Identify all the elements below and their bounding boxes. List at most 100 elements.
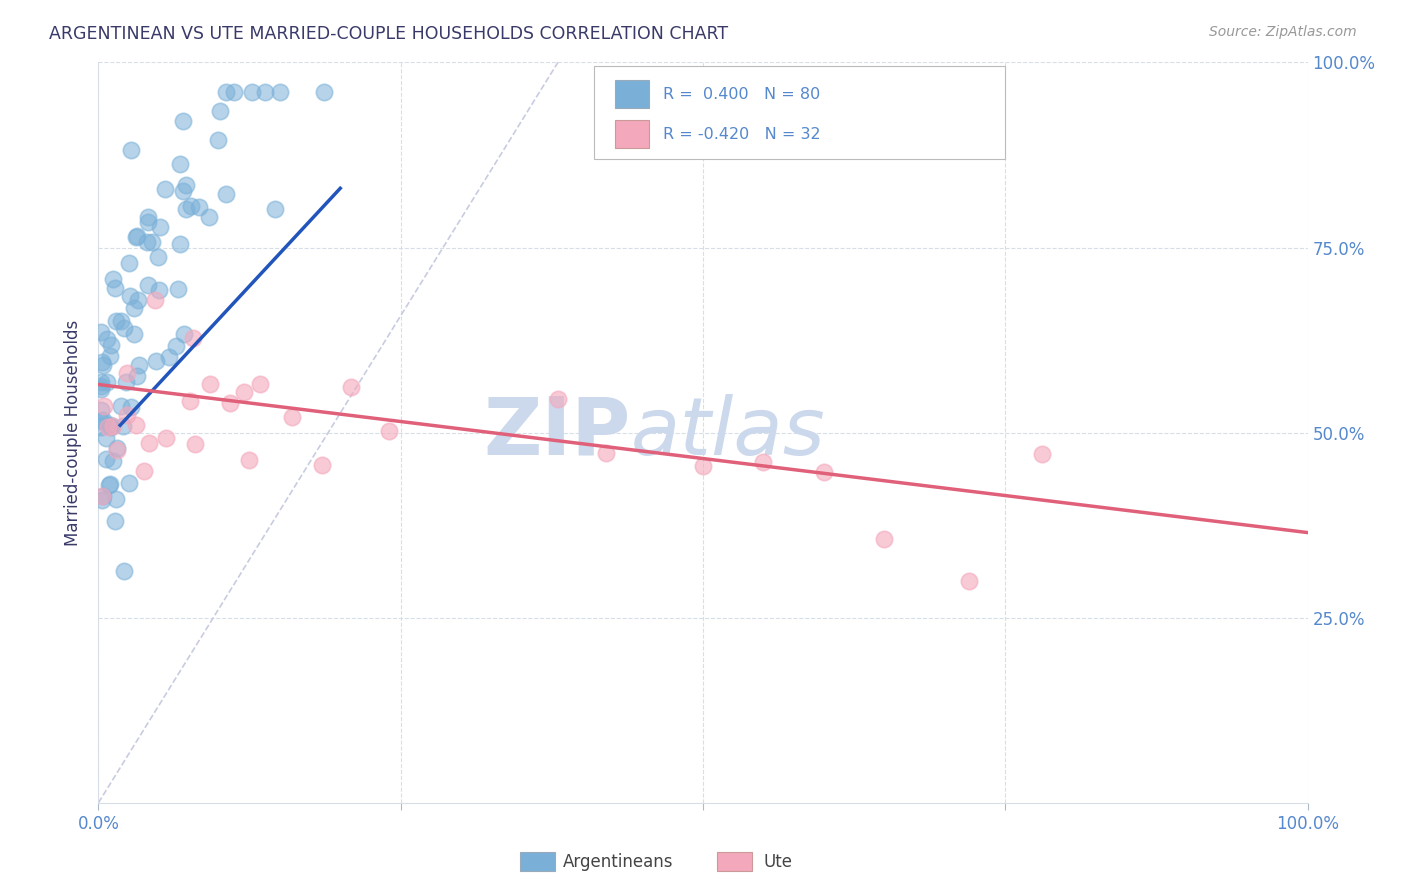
Point xyxy=(159,350,181,364)
Point xyxy=(96,431,118,445)
Point xyxy=(148,284,170,298)
Point xyxy=(125,229,148,244)
Text: ZIP: ZIP xyxy=(484,393,630,472)
Point xyxy=(91,358,114,372)
Point xyxy=(118,289,141,303)
Point xyxy=(146,250,169,264)
Point xyxy=(105,441,128,455)
Point xyxy=(207,133,229,147)
Point xyxy=(118,256,141,270)
Point xyxy=(280,409,302,424)
Point xyxy=(219,396,242,410)
Point xyxy=(155,431,177,445)
Point xyxy=(138,435,160,450)
Point xyxy=(873,532,896,546)
Point xyxy=(125,228,148,243)
Point xyxy=(222,85,245,99)
Point xyxy=(238,453,260,467)
Point xyxy=(112,564,135,578)
Point xyxy=(112,320,135,334)
Point xyxy=(100,420,122,434)
Point xyxy=(1031,447,1053,461)
Point xyxy=(124,301,146,316)
Point xyxy=(263,202,285,216)
Point xyxy=(141,235,163,250)
Point xyxy=(153,182,176,196)
Point xyxy=(183,436,205,450)
Point xyxy=(98,349,121,363)
Point xyxy=(93,489,115,503)
Point xyxy=(128,358,150,372)
Text: R =  0.400   N = 80: R = 0.400 N = 80 xyxy=(664,87,820,102)
Point xyxy=(957,574,980,588)
Point xyxy=(125,418,148,433)
Point xyxy=(165,339,187,353)
Point xyxy=(110,400,132,414)
Point xyxy=(96,332,118,346)
Point xyxy=(176,202,198,216)
Text: R = -0.420   N = 32: R = -0.420 N = 32 xyxy=(664,127,821,142)
Point xyxy=(136,278,159,293)
Point xyxy=(115,409,138,423)
Point xyxy=(187,201,209,215)
Point xyxy=(314,85,336,99)
Point xyxy=(124,326,146,341)
Text: Argentineans: Argentineans xyxy=(562,853,673,871)
Point xyxy=(104,491,127,506)
Point xyxy=(240,85,263,99)
Point xyxy=(169,157,191,171)
Point xyxy=(813,465,835,479)
Point xyxy=(249,376,271,391)
Point xyxy=(90,379,112,393)
Point xyxy=(93,399,115,413)
Point xyxy=(208,103,231,118)
Point xyxy=(96,375,118,389)
Point xyxy=(173,326,195,341)
Point xyxy=(198,376,221,391)
Point xyxy=(104,514,127,528)
Point xyxy=(97,420,120,434)
Point xyxy=(138,215,160,229)
Point xyxy=(692,459,714,474)
Text: atlas: atlas xyxy=(630,393,825,472)
Point xyxy=(91,413,114,427)
Point xyxy=(311,458,333,473)
Point xyxy=(90,375,112,389)
Point xyxy=(339,379,361,393)
Point xyxy=(111,418,134,433)
Text: Source: ZipAtlas.com: Source: ZipAtlas.com xyxy=(1209,25,1357,39)
Point xyxy=(104,313,127,327)
Text: Ute: Ute xyxy=(763,853,793,871)
Point xyxy=(118,476,141,491)
Point xyxy=(132,464,155,478)
FancyBboxPatch shape xyxy=(595,66,1005,159)
Point xyxy=(90,325,112,339)
Point xyxy=(378,425,401,439)
Point xyxy=(136,210,159,224)
Point xyxy=(172,184,194,198)
Point xyxy=(233,385,256,400)
Point xyxy=(752,455,775,469)
Point xyxy=(103,272,125,286)
Point xyxy=(105,443,128,458)
Point xyxy=(595,446,617,460)
Point xyxy=(127,293,149,308)
Point xyxy=(181,331,204,345)
Point xyxy=(98,477,121,491)
Point xyxy=(180,199,202,213)
Point xyxy=(94,451,117,466)
Point xyxy=(115,366,138,380)
Point xyxy=(90,383,112,397)
Y-axis label: Married-couple Households: Married-couple Households xyxy=(65,319,83,546)
Point xyxy=(110,314,132,328)
Point xyxy=(120,401,142,415)
Point xyxy=(101,454,124,468)
Point xyxy=(215,85,238,99)
Point xyxy=(179,394,201,409)
Point xyxy=(215,187,238,202)
Text: ARGENTINEAN VS UTE MARRIED-COUPLE HOUSEHOLDS CORRELATION CHART: ARGENTINEAN VS UTE MARRIED-COUPLE HOUSEH… xyxy=(49,25,728,43)
Point xyxy=(98,477,121,491)
Point xyxy=(104,281,127,295)
Point xyxy=(90,413,112,427)
Bar xyxy=(614,120,648,148)
